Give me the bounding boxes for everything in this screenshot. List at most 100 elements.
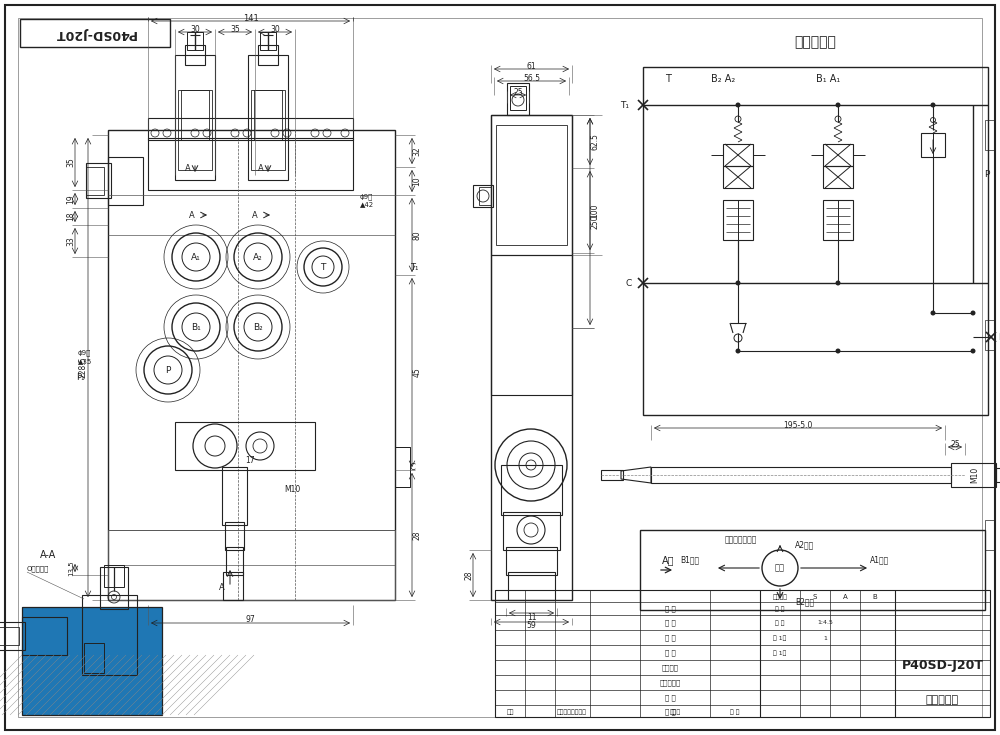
Text: M10: M10 — [284, 486, 300, 495]
Text: M10: M10 — [970, 467, 980, 483]
Text: 30: 30 — [270, 24, 280, 34]
Text: 数 量: 数 量 — [775, 606, 785, 612]
Text: P₁: P₁ — [76, 373, 84, 381]
Circle shape — [736, 281, 740, 285]
Text: A2出油: A2出油 — [795, 540, 815, 550]
Text: T₁: T₁ — [620, 101, 630, 110]
Text: 250: 250 — [590, 214, 600, 229]
Bar — [823, 166, 853, 188]
Text: P40SD-J20T: P40SD-J20T — [902, 659, 984, 672]
Text: B₁ A₁: B₁ A₁ — [816, 74, 840, 84]
Text: 80: 80 — [413, 230, 422, 240]
Text: B: B — [873, 594, 877, 600]
Bar — [260, 32, 276, 50]
Circle shape — [930, 102, 936, 107]
Bar — [491, 255, 572, 395]
Bar — [996, 468, 1000, 482]
Text: 工艺检查: 工艺检查 — [662, 664, 678, 671]
Text: A₁: A₁ — [191, 253, 201, 262]
Text: 11: 11 — [527, 612, 536, 622]
Text: 按二框制方式：: 按二框制方式： — [725, 536, 757, 545]
Circle shape — [736, 102, 740, 107]
Text: P: P — [165, 365, 171, 375]
Bar — [640, 530, 985, 610]
Circle shape — [836, 102, 840, 107]
Text: A: A — [843, 594, 847, 600]
Text: 141: 141 — [243, 13, 258, 23]
Bar — [510, 86, 526, 110]
Text: 28: 28 — [464, 570, 474, 580]
Bar — [225, 522, 244, 550]
Text: A: A — [185, 163, 191, 173]
Text: 228.5: 228.5 — [78, 356, 88, 379]
Circle shape — [970, 348, 976, 354]
Bar — [508, 572, 555, 600]
Text: 97: 97 — [246, 615, 255, 625]
Text: 校 对: 校 对 — [665, 650, 675, 656]
Bar — [985, 320, 995, 350]
Text: A-A: A-A — [40, 550, 56, 560]
Text: B₂: B₂ — [253, 323, 263, 331]
Bar — [185, 45, 205, 65]
Text: 17: 17 — [245, 456, 255, 465]
Bar — [258, 45, 278, 65]
Bar — [473, 185, 493, 207]
Text: ϕ9孔: ϕ9孔 — [78, 350, 91, 356]
Circle shape — [970, 310, 976, 315]
Bar — [223, 572, 243, 600]
Text: P40SD-J20T: P40SD-J20T — [54, 26, 136, 40]
Text: 10: 10 — [413, 176, 422, 186]
Text: 61: 61 — [527, 62, 536, 71]
Text: 56.5: 56.5 — [523, 74, 540, 82]
Text: ▲42: ▲42 — [360, 201, 374, 207]
Bar — [479, 187, 491, 205]
Bar — [643, 67, 988, 415]
Bar — [985, 520, 995, 550]
Bar — [22, 607, 162, 715]
Bar — [251, 90, 285, 170]
Text: 100: 100 — [590, 204, 600, 218]
Text: 共 1张: 共 1张 — [773, 635, 787, 641]
Text: 25: 25 — [950, 440, 960, 448]
Text: B₂ A₂: B₂ A₂ — [711, 74, 735, 84]
Bar — [84, 643, 104, 673]
Bar — [507, 83, 529, 115]
Text: T₁: T₁ — [410, 262, 418, 271]
Text: 32: 32 — [413, 146, 422, 156]
Bar — [187, 32, 203, 50]
Text: A: A — [219, 583, 225, 592]
Text: 62.5: 62.5 — [590, 133, 600, 150]
Bar — [108, 130, 395, 600]
Text: 1:4.5: 1:4.5 — [817, 620, 833, 625]
Bar — [723, 166, 753, 188]
Text: P₁: P₁ — [998, 332, 1000, 342]
Bar — [254, 90, 282, 140]
Bar — [178, 90, 212, 170]
Text: O形密封圈: O形密封圈 — [27, 566, 49, 573]
Text: 35: 35 — [66, 157, 76, 168]
Bar — [395, 447, 410, 487]
Bar — [723, 144, 753, 166]
Bar — [503, 512, 560, 550]
Text: B₁: B₁ — [191, 323, 201, 331]
Text: 30: 30 — [190, 24, 200, 34]
Bar — [248, 55, 288, 180]
Text: A向: A向 — [662, 555, 674, 565]
Text: T: T — [665, 74, 671, 84]
Bar — [20, 19, 170, 47]
Text: 35: 35 — [230, 24, 240, 34]
Text: 59: 59 — [527, 622, 536, 631]
Text: 19: 19 — [66, 194, 76, 204]
Text: 审 图: 审 图 — [665, 635, 675, 642]
Text: 标记: 标记 — [506, 709, 514, 715]
Bar — [823, 200, 853, 240]
Text: 18: 18 — [66, 212, 76, 221]
Bar — [222, 467, 247, 525]
Bar — [22, 617, 67, 655]
Bar — [175, 422, 315, 470]
Bar — [82, 595, 137, 675]
Text: A1出油: A1出油 — [870, 556, 890, 564]
Text: 标准化检查: 标准化检查 — [659, 680, 681, 686]
Bar — [951, 463, 996, 487]
Circle shape — [736, 348, 740, 354]
